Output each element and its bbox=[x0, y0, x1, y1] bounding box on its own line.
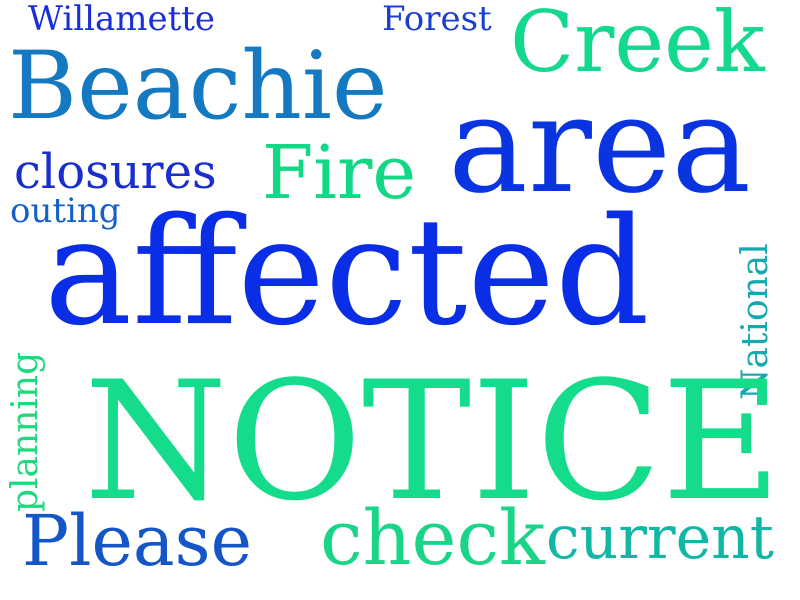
word-beachie: Beachie bbox=[8, 32, 388, 141]
word-willamette: Willamette bbox=[28, 0, 216, 39]
word-creek: Creek bbox=[510, 0, 765, 91]
word-fire: Fire bbox=[262, 130, 417, 216]
word-current: current bbox=[546, 503, 774, 573]
word-outing: outing bbox=[10, 191, 121, 231]
word-planning: planning bbox=[5, 351, 46, 512]
word-notice: NOTICE bbox=[84, 346, 782, 537]
word-forest: Forest bbox=[382, 0, 492, 39]
word-please: Please bbox=[22, 500, 252, 582]
word-closures: closures bbox=[14, 144, 217, 200]
word-area: area bbox=[448, 67, 752, 223]
word-check: check bbox=[320, 493, 546, 582]
word-affected: affected bbox=[44, 186, 650, 358]
